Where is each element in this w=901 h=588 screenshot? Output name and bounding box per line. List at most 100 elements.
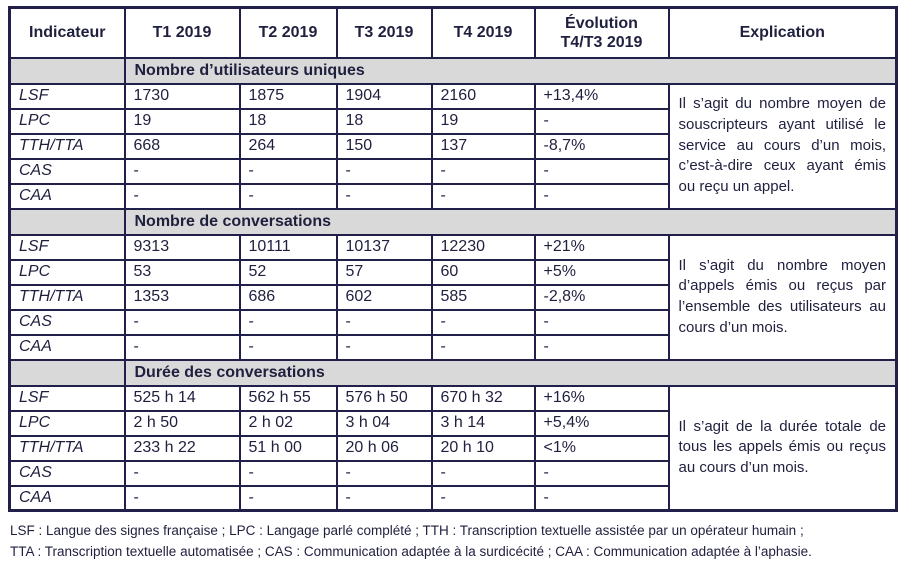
row-indicator: CAA [8,333,126,361]
cell-evolution: - [533,484,670,512]
cell-value: 576 h 50 [335,384,433,412]
cell-evolution: +5,4% [533,409,670,437]
cell-value: - [238,333,338,361]
cell-value: 12230 [430,233,536,261]
cell-value: - [335,182,433,210]
table-row: LSF 9313 10111 10137 12230 +21% Il s’agi… [8,233,898,361]
explanation-cell: Il s’agit de la durée totale de tous les… [667,384,898,512]
cell-value: - [335,157,433,185]
table-row: LPC 19 18 18 19 - [8,107,897,135]
cell-value: - [238,157,338,185]
cell-evolution: - [533,182,670,210]
cell-value: - [238,182,338,210]
footnote-line-1: LSF : Langue des signes française ; LPC … [10,523,804,538]
row-indicator: LPC [8,258,126,286]
cell-evolution: - [533,308,670,336]
cell-value: 2 h 50 [123,409,241,437]
section-band: Nombre d’utilisateurs uniques [8,56,898,85]
cell-value: - [430,308,536,336]
table-row: LSF 525 h 14 562 h 55 576 h 50 670 h 32 … [8,384,898,512]
cell-value: 150 [335,132,433,160]
section-title: Durée des conversations [123,358,898,387]
table-row: CAA - - - - - [8,333,897,361]
section-title: Nombre de conversations [123,207,898,236]
cell-value: - [123,333,241,361]
header-t2-2019: T2 2019 [238,6,338,59]
cell-value: - [238,308,338,336]
table-row: CAA - - - - - [8,484,897,512]
cell-value: 670 h 32 [430,384,536,412]
cell-value: - [123,157,241,185]
row-indicator: CAS [8,157,126,185]
cell-value: - [430,484,536,512]
section-band-blank-cell [8,207,126,236]
cell-value: 525 h 14 [123,384,241,412]
cell-value: 585 [430,283,536,311]
row-indicator: CAS [8,308,126,336]
cell-value: 52 [238,258,338,286]
section-title: Nombre d’utilisateurs uniques [123,56,898,85]
table-row: TTH/TTA 1353 686 602 585 -2,8% [8,283,897,311]
cell-value: 3 h 04 [335,409,433,437]
table-row: CAS - - - - - [8,459,897,487]
cell-evolution: +5% [533,258,670,286]
cell-value: 53 [123,258,241,286]
cell-value: 233 h 22 [123,434,241,462]
cell-value: 3 h 14 [430,409,536,437]
table-row: CAS - - - - - [8,157,897,185]
cell-value: - [335,308,433,336]
cell-value: - [430,157,536,185]
table-row: LSF 1730 1875 1904 2160 +13,4% Il s’agit… [8,82,898,210]
cell-value: 51 h 00 [238,434,338,462]
row-indicator: TTH/TTA [8,434,126,462]
row-indicator: LSF [8,384,126,412]
cell-value: 1904 [335,82,433,110]
cell-value: 60 [430,258,536,286]
header-t3-2019: T3 2019 [335,6,433,59]
cell-evolution: - [533,333,670,361]
cell-value: - [123,182,241,210]
header-t4-2019: T4 2019 [430,6,536,59]
cell-evolution: +16% [533,384,670,412]
row-indicator: CAA [8,484,126,512]
cell-evolution: - [533,157,670,185]
cell-value: 18 [238,107,338,135]
footnote-line-2: TTA : Transcription textuelle automatisé… [10,543,812,559]
header-explication: Explication [667,6,898,59]
explanation-cell: Il s’agit du nombre moyen de souscripteu… [667,82,898,210]
section-band: Durée des conversations [8,358,898,387]
cell-value: 2160 [430,82,536,110]
header-evolution-line1: Évolution [565,14,638,32]
cell-value: 10137 [335,233,433,261]
cell-value: - [335,333,433,361]
cell-value: 602 [335,283,433,311]
table-row: LPC 2 h 50 2 h 02 3 h 04 3 h 14 +5,4% [8,409,897,437]
row-indicator: CAS [8,459,126,487]
header-indicateur: Indicateur [8,6,126,59]
cell-value: - [335,459,433,487]
row-indicator: TTH/TTA [8,132,126,160]
cell-value: 1353 [123,283,241,311]
cell-value: 10111 [238,233,338,261]
table-row: CAA - - - - - [8,182,897,210]
header-t1-2019: T1 2019 [123,6,241,59]
cell-value: - [123,484,241,512]
section-band: Nombre de conversations [8,207,898,236]
indicators-table: Indicateur T1 2019 T2 2019 T3 2019 T4 20… [8,6,898,512]
cell-evolution: +21% [533,233,670,261]
table-row: TTH/TTA 668 264 150 137 -8,7% [8,132,897,160]
cell-value: - [430,182,536,210]
cell-value: 1730 [123,82,241,110]
cell-value: 668 [123,132,241,160]
cell-value: 18 [335,107,433,135]
cell-value: 686 [238,283,338,311]
cell-value: - [430,333,536,361]
cell-evolution: +13,4% [533,82,670,110]
cell-evolution: - [533,459,670,487]
cell-evolution: -8,7% [533,132,670,160]
cell-value: - [430,459,536,487]
table-header-row: Indicateur T1 2019 T2 2019 T3 2019 T4 20… [8,6,898,59]
cell-value: - [123,459,241,487]
cell-value: 1875 [238,82,338,110]
